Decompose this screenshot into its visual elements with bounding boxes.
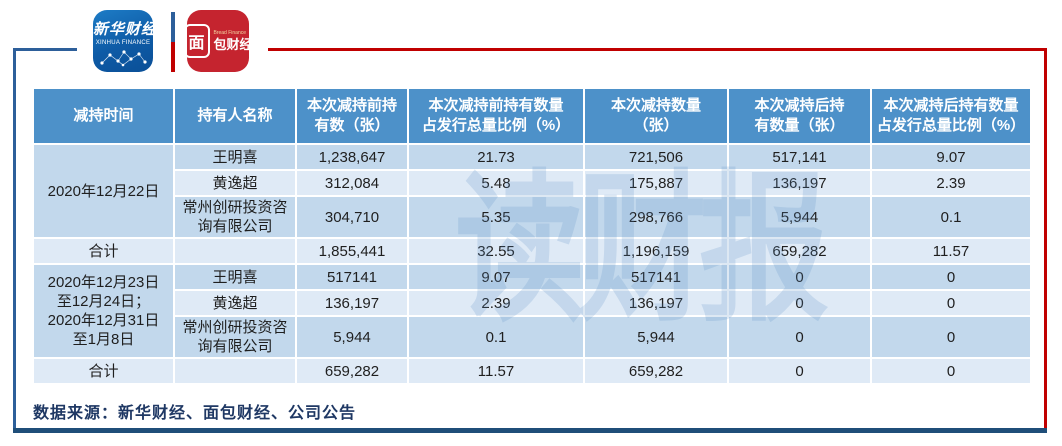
logo-divider — [171, 12, 175, 72]
value-cell: 136,197 — [583, 289, 729, 317]
value-cell: 2.39 — [407, 289, 585, 317]
column-header: 本次减持数量 （张） — [583, 87, 729, 145]
value-cell: 21.73 — [407, 143, 585, 171]
empty-cell — [173, 357, 297, 385]
table-body: 2020年12月22日 王明喜 1,238,647 21.73 721,506 517,1… — [32, 143, 1032, 385]
value-cell: 517141 — [583, 263, 729, 291]
value-cell: 5.35 — [407, 195, 585, 239]
holdings-reduction-table: 减持时间 持有人名称 本次减持前持 有数（张） 本次减持前持有数量 占发行总量比例（%… — [32, 87, 1032, 385]
value-cell: 0 — [727, 357, 872, 385]
constellation-icon — [100, 50, 147, 67]
table-row: 黄逸超 136,197 2.39 136,197 0 0 — [33, 289, 1032, 317]
value-cell: 5.48 — [407, 169, 585, 197]
table-head-row: 减持时间 持有人名称 本次减持前持 有数（张） 本次减持前持有数量 占发行总量比例（%… — [32, 87, 1032, 145]
holder-name-cell: 常州创研投资咨询有限公司 — [173, 315, 297, 359]
table-row: 常州创研投资咨询有限公司 304,710 5.35 298,766 5,944 0.1 — [33, 195, 1032, 239]
frame-top-left-line — [13, 48, 77, 51]
value-cell: 0 — [870, 289, 1032, 317]
frame-left-line — [13, 48, 16, 431]
column-header: 本次减持前持有数量 占发行总量比例（%） — [407, 87, 585, 145]
value-cell: 2.39 — [870, 169, 1032, 197]
column-header: 减持时间 — [32, 87, 175, 145]
table-total-row: 合计 1,855,441 32.55 1,196,159 659,282 11.57 — [32, 237, 1032, 265]
xinhua-finance-logo: 新华财经 XINHUA FINANCE — [93, 10, 158, 72]
empty-cell — [173, 237, 297, 265]
value-cell: 11.57 — [870, 237, 1032, 265]
column-header: 持有人名称 — [173, 87, 297, 145]
value-cell: 5,944 — [295, 315, 409, 359]
column-header: 本次减持前持 有数（张） — [295, 87, 409, 145]
source-note: 数据来源：新华财经、面包财经、公司公告 — [33, 405, 357, 422]
frame-right-red-line — [1044, 48, 1047, 431]
value-cell: 0 — [870, 315, 1032, 359]
period-cell: 2020年12月22日 — [32, 143, 175, 239]
value-cell: 721,506 — [583, 143, 729, 171]
bread-logo-cn-text: 包财经 — [213, 37, 253, 52]
value-cell: 0 — [727, 263, 872, 291]
value-cell: 5,944 — [583, 315, 729, 359]
value-cell: 304,710 — [295, 195, 409, 239]
value-cell: 0 — [870, 263, 1032, 291]
value-cell: 659,282 — [295, 357, 409, 385]
value-cell: 659,282 — [583, 357, 729, 385]
value-cell: 517141 — [295, 263, 409, 291]
column-header: 本次减持后持有数量 占发行总量比例（%） — [870, 87, 1032, 145]
value-cell: 298,766 — [583, 195, 729, 239]
value-cell: 9.07 — [407, 263, 585, 291]
holder-name-cell: 常州创研投资咨询有限公司 — [173, 195, 297, 239]
value-cell: 136,197 — [295, 289, 409, 317]
table-row: 常州创研投资咨询有限公司 5,944 0.1 5,944 0 0 — [33, 315, 1032, 359]
holder-name-cell: 黄逸超 — [173, 169, 297, 197]
column-header: 本次减持后持 有数量（张） — [727, 87, 872, 145]
table-row: 2020年12月22日 王明喜 1,238,647 21.73 721,506 517,1… — [32, 143, 1032, 239]
holder-name-cell: 王明喜 — [173, 263, 297, 291]
bread-logo-en-text: Bread Finance — [213, 30, 247, 36]
table-row: 黄逸超 312,084 5.48 175,887 136,197 2.39 — [33, 169, 1032, 197]
bread-finance-logo: 面 Bread Finance 包财经 — [183, 10, 253, 72]
value-cell: 0 — [870, 357, 1032, 385]
frame-top-red-line — [268, 48, 1047, 51]
table-total-row: 合计 659,282 11.57 659,282 0 0 — [32, 357, 1032, 385]
value-cell: 136,197 — [727, 169, 872, 197]
value-cell: 659,282 — [727, 237, 872, 265]
holder-name-cell: 王明喜 — [173, 143, 297, 171]
value-cell: 312,084 — [295, 169, 409, 197]
value-cell: 32.55 — [407, 237, 585, 265]
value-cell: 1,855,441 — [295, 237, 409, 265]
value-cell: 517,141 — [727, 143, 872, 171]
value-cell: 11.57 — [407, 357, 585, 385]
xinhua-logo-en-text: XINHUA FINANCE — [95, 40, 151, 46]
value-cell: 1,196,159 — [583, 237, 729, 265]
value-cell: 0 — [727, 315, 872, 359]
value-cell: 0.1 — [407, 315, 585, 359]
value-cell: 1,238,647 — [295, 143, 409, 171]
holder-name-cell: 黄逸超 — [173, 289, 297, 317]
bread-logo-box-char: 面 — [183, 24, 210, 58]
value-cell: 0 — [727, 289, 872, 317]
value-cell: 0.1 — [870, 195, 1032, 239]
total-label-cell: 合计 — [32, 357, 175, 385]
table-row: 2020年12月23日 至12月24日； 2020年12月31日 至1月8日 王明… — [32, 263, 1032, 359]
value-cell: 9.07 — [870, 143, 1032, 171]
value-cell: 5,944 — [727, 195, 872, 239]
value-cell: 175,887 — [583, 169, 729, 197]
total-label-cell: 合计 — [32, 237, 175, 265]
xinhua-logo-cn-text: 新华财经 — [93, 22, 158, 38]
period-cell: 2020年12月23日 至12月24日； 2020年12月31日 至1月8日 — [32, 263, 175, 359]
frame-bottom-bar — [13, 428, 1047, 433]
